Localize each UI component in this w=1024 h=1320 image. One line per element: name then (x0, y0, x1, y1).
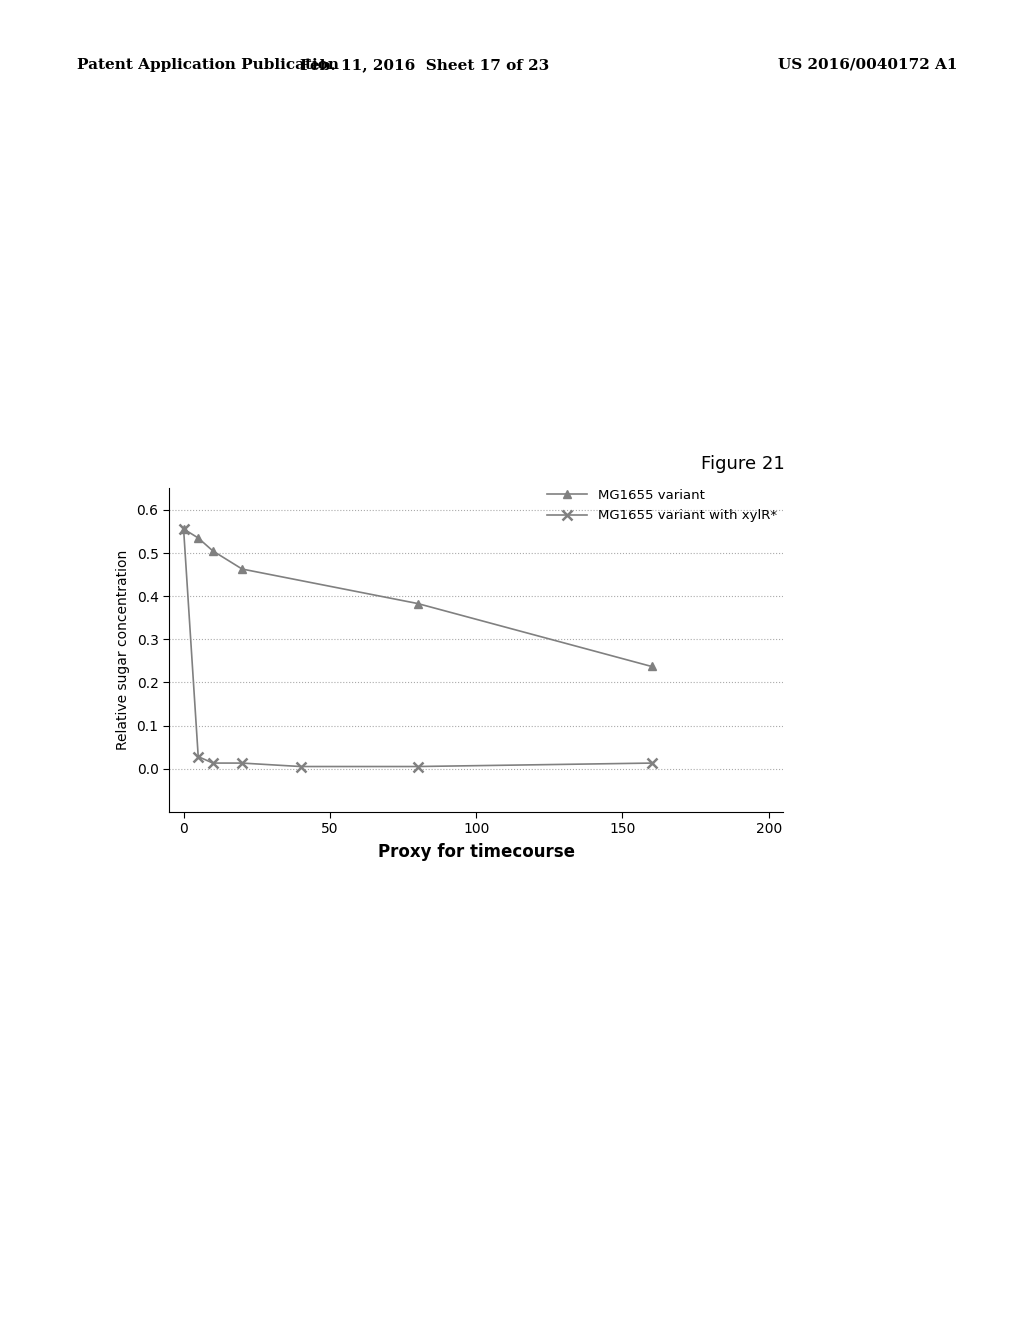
X-axis label: Proxy for timecourse: Proxy for timecourse (378, 843, 574, 861)
MG1655 variant with xylR* (236, 755, 248, 771)
MG1655 variant (193, 531, 205, 546)
MG1655 variant with xylR* (177, 521, 189, 537)
MG1655 variant (207, 543, 219, 558)
Text: Feb. 11, 2016  Sheet 17 of 23: Feb. 11, 2016 Sheet 17 of 23 (300, 58, 550, 73)
Line: MG1655 variant with xylR*: MG1655 variant with xylR* (179, 524, 656, 771)
MG1655 variant with xylR* (193, 748, 205, 764)
Line: MG1655 variant: MG1655 variant (179, 525, 655, 671)
Text: US 2016/0040172 A1: US 2016/0040172 A1 (778, 58, 957, 73)
Text: Figure 21: Figure 21 (701, 455, 785, 474)
Text: Patent Application Publication: Patent Application Publication (77, 58, 339, 73)
Legend: MG1655 variant, MG1655 variant with xylR*: MG1655 variant, MG1655 variant with xylR… (548, 488, 777, 523)
MG1655 variant (645, 659, 657, 675)
MG1655 variant (412, 595, 424, 611)
MG1655 variant with xylR* (295, 759, 307, 775)
MG1655 variant (177, 521, 189, 537)
MG1655 variant with xylR* (412, 759, 424, 775)
MG1655 variant with xylR* (645, 755, 657, 771)
MG1655 variant (236, 561, 248, 577)
MG1655 variant with xylR* (207, 755, 219, 771)
Y-axis label: Relative sugar concentration: Relative sugar concentration (116, 550, 130, 750)
